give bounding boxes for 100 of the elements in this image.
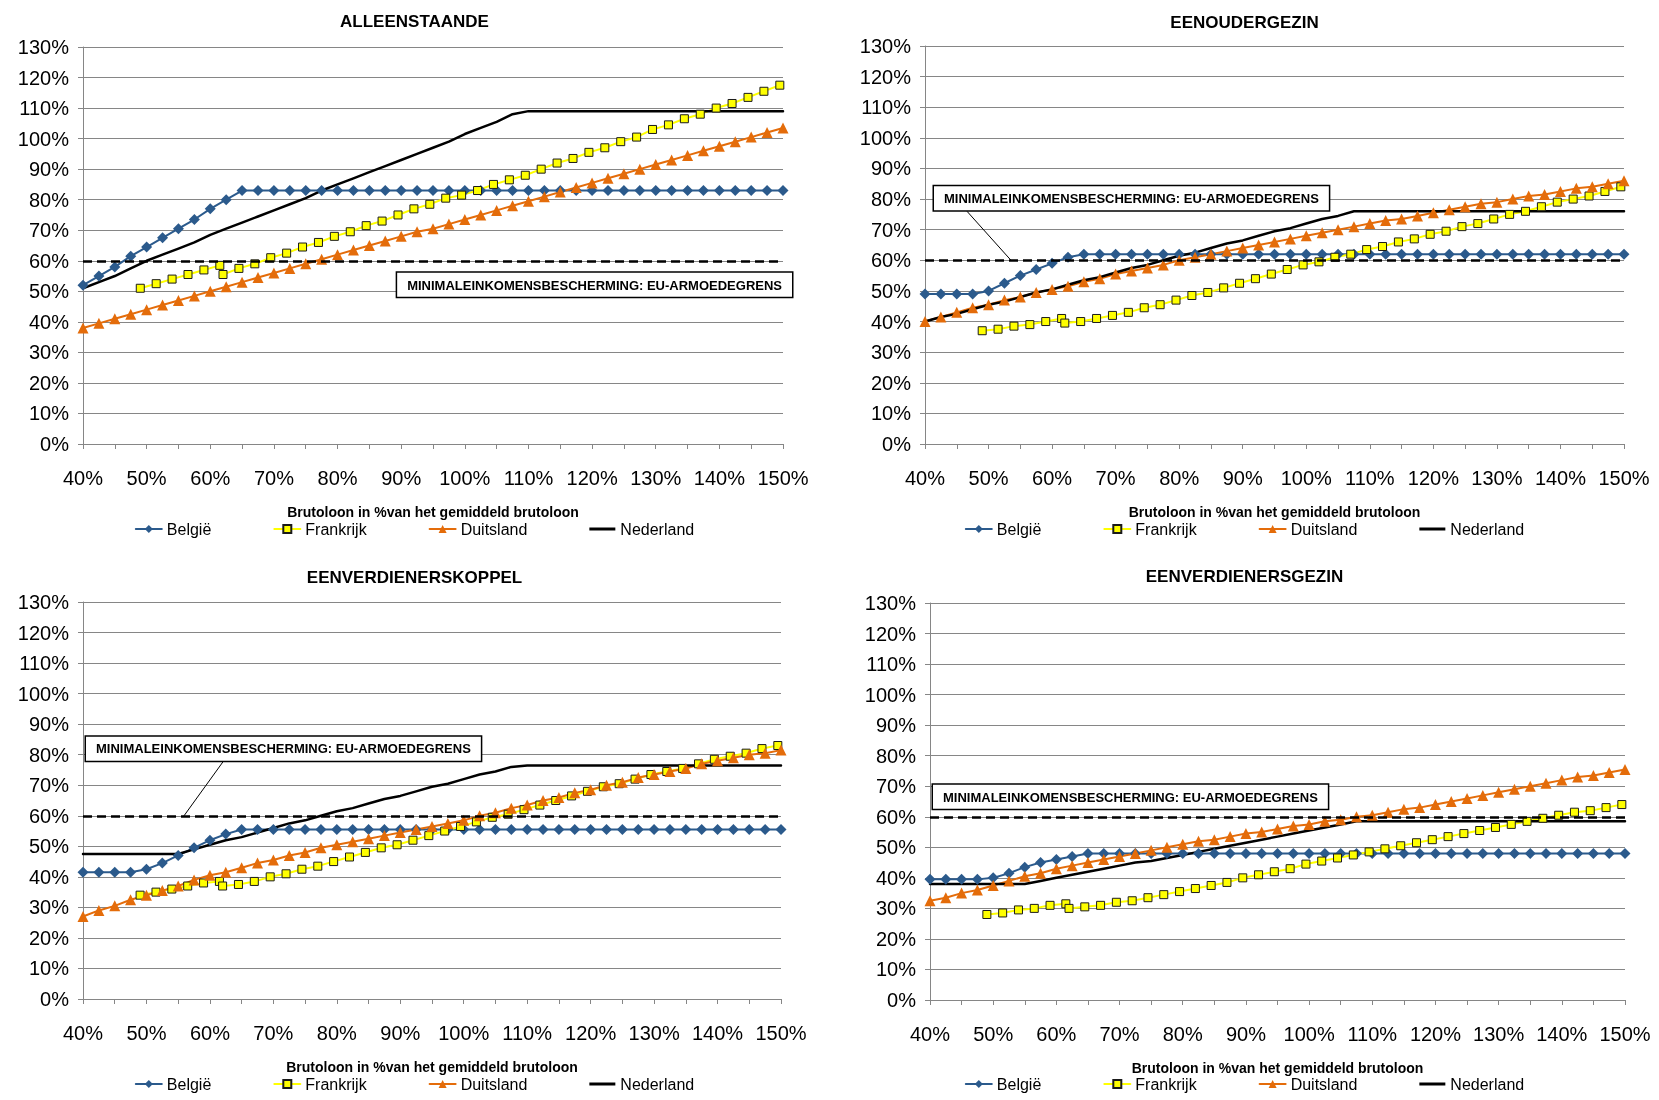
x-tick-label: 150% [755, 1022, 807, 1044]
x-tick-label: 130% [1471, 467, 1523, 489]
x-tick-label: 60% [190, 467, 231, 489]
x-tick-label: 120% [565, 1022, 617, 1044]
x-tick-label: 150% [757, 467, 809, 489]
y-tick-label: 80% [875, 744, 917, 767]
x-tick-label: 110% [1347, 1023, 1398, 1045]
y-tick-label: 10% [28, 402, 70, 425]
legend-label: België [166, 520, 212, 538]
x-tick-label: 60% [1036, 1023, 1077, 1045]
legend-label: Nederland [1450, 1075, 1525, 1093]
y-tick-label: 60% [870, 249, 912, 272]
y-tick-label: 70% [28, 219, 70, 242]
x-tick-label: 70% [253, 467, 295, 489]
x-tick-label: 130% [628, 1022, 680, 1044]
x-tick-label: 50% [126, 1022, 167, 1044]
y-tick-label: 70% [870, 218, 912, 241]
y-tick-label: 110% [19, 97, 70, 120]
y-tick-label: 0% [40, 988, 70, 1010]
y-tick-label: 0% [882, 433, 912, 455]
y-tick-label: 130% [859, 35, 912, 57]
x-tick-label: 70% [253, 1022, 294, 1044]
chart-title: EENVERDIENERSGEZIN [1145, 567, 1344, 586]
x-tick-label: 90% [380, 1022, 421, 1044]
y-tick-label: 30% [28, 341, 70, 364]
legend-label: België [996, 1075, 1042, 1093]
y-tick-label: 90% [875, 714, 917, 737]
y-tick-label: 70% [875, 775, 917, 798]
legend-label: Duitsland [1290, 520, 1358, 538]
x-tick-label: 110% [1344, 467, 1395, 489]
x-tick-label: 110% [503, 467, 554, 489]
y-tick-label: 130% [864, 592, 917, 614]
x-tick-label: 140% [1536, 1023, 1588, 1045]
x-tick-label: 40% [62, 467, 104, 489]
x-tick-label: 50% [973, 1023, 1014, 1045]
x-axis-title: Brutoloon in %van het gemiddeld brutoloon [1131, 1060, 1424, 1076]
legend-label: Frankrijk [305, 1075, 368, 1093]
y-tick-label: 110% [866, 653, 917, 676]
y-tick-label: 80% [28, 188, 70, 211]
y-tick-label: 100% [864, 683, 917, 706]
y-tick-label: 100% [859, 126, 912, 149]
x-tick-label: 40% [904, 467, 946, 489]
x-tick-label: 100% [1280, 467, 1333, 489]
legend-label: Nederland [1450, 520, 1525, 538]
y-tick-label: 0% [40, 433, 70, 455]
y-tick-label: 30% [875, 897, 917, 920]
x-axis-title: Brutoloon in %van het gemiddeld brutoloon [287, 504, 579, 520]
x-axis-title: Brutoloon in %van het gemiddeld brutoloon [286, 1059, 578, 1075]
y-tick-label: 40% [870, 310, 912, 333]
y-tick-label: 60% [28, 804, 70, 827]
y-tick-label: 10% [28, 957, 70, 980]
y-tick-label: 20% [28, 926, 70, 949]
y-tick-label: 50% [875, 836, 917, 859]
x-tick-label: 110% [502, 1022, 553, 1044]
y-tick-label: 10% [870, 402, 912, 425]
x-tick-label: 100% [1283, 1023, 1335, 1045]
y-tick-label: 80% [28, 743, 70, 766]
y-tick-label: 20% [870, 371, 912, 394]
legend-label: België [166, 1075, 212, 1093]
y-tick-label: 90% [28, 158, 70, 181]
legend-label: Frankrijk [1135, 520, 1198, 538]
x-tick-label: 140% [691, 1022, 744, 1044]
x-tick-label: 90% [1222, 467, 1263, 489]
y-tick-label: 100% [17, 127, 70, 150]
ref-line-label: MINIMALEINKOMENSBESCHERMING: EU-ARMOEDEGRENS [96, 741, 472, 757]
y-tick-label: 110% [861, 96, 912, 119]
x-tick-label: 50% [126, 467, 167, 489]
x-tick-label: 80% [317, 467, 358, 489]
y-tick-label: 100% [17, 682, 70, 705]
legend-label: België [996, 520, 1042, 538]
y-tick-label: 30% [28, 896, 70, 919]
ref-line-label: MINIMALEINKOMENSBESCHERMING: EU-ARMOEDEGRENS [943, 789, 1319, 805]
x-tick-label: 70% [1099, 1023, 1140, 1045]
x-tick-label: 150% [1599, 1023, 1651, 1045]
y-tick-label: 20% [28, 371, 70, 394]
ref-line-label: MINIMALEINKOMENSBESCHERMING: EU-ARMOEDEGRENS [407, 277, 783, 293]
x-tick-label: 140% [693, 467, 746, 489]
x-tick-label: 60% [1032, 467, 1073, 489]
x-axis-title: Brutoloon in %van het gemiddeld brutoloon [1128, 504, 1421, 520]
legend-label: Frankrijk [1135, 1075, 1198, 1093]
x-tick-label: 120% [1407, 467, 1460, 489]
y-tick-label: 90% [28, 713, 70, 736]
legend-label: Frankrijk [305, 520, 368, 538]
legend-label: Duitsland [460, 520, 528, 538]
x-tick-label: 100% [439, 467, 491, 489]
x-tick-label: 90% [381, 467, 422, 489]
chart-title: EENOUDERGEZIN [1170, 13, 1319, 32]
y-tick-label: 40% [875, 866, 917, 889]
x-tick-label: 40% [62, 1022, 104, 1044]
x-tick-label: 50% [968, 467, 1009, 489]
x-tick-label: 40% [909, 1023, 951, 1045]
chart-title: EENVERDIENERSKOPPEL [306, 568, 523, 587]
x-tick-label: 130% [630, 467, 682, 489]
y-tick-label: 50% [28, 835, 70, 858]
x-tick-label: 140% [1534, 467, 1587, 489]
x-tick-label: 80% [1159, 467, 1200, 489]
y-tick-label: 0% [887, 989, 917, 1011]
y-tick-label: 120% [17, 66, 70, 89]
ref-line-label: MINIMALEINKOMENSBESCHERMING: EU-ARMOEDEGRENS [944, 190, 1320, 206]
y-tick-label: 60% [875, 805, 917, 828]
